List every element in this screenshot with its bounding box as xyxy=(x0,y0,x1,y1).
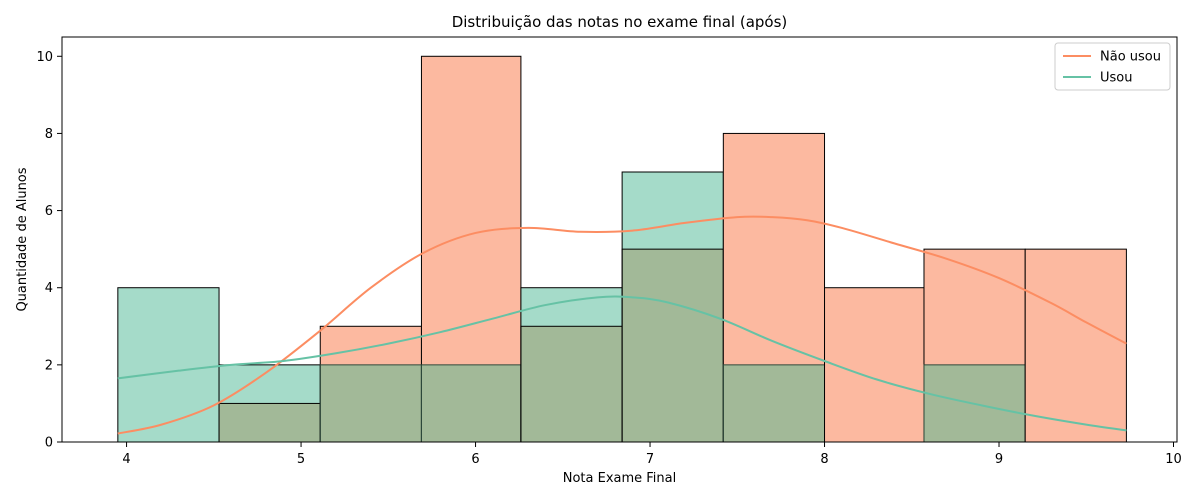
bar-top-7 xyxy=(824,287,924,442)
axes-layer: 4 5 6 7 8 9 10 0 2 4 6 8 10 xyxy=(36,36,1182,467)
bar-overlap-5 xyxy=(622,249,724,442)
x-tick-label-5: 9 xyxy=(995,452,1003,467)
bar-top-5 xyxy=(622,172,724,250)
y-tick-label-2: 4 xyxy=(45,281,53,296)
x-tick-label-4: 8 xyxy=(820,452,828,467)
y-tick-label-4: 8 xyxy=(45,127,53,142)
bar-overlap-6 xyxy=(723,364,825,442)
bar-overlap-2 xyxy=(320,364,422,442)
bar-overlap-4 xyxy=(520,326,623,442)
kde-layer xyxy=(117,215,1127,435)
bars-layer xyxy=(117,55,1127,443)
x-tick-label-3: 7 xyxy=(646,452,654,467)
bar-overlap-1 xyxy=(219,403,321,442)
x-tick-label-1: 5 xyxy=(297,452,305,467)
x-tick-label-6: 10 xyxy=(1165,452,1182,467)
y-tick-label-0: 0 xyxy=(45,436,53,451)
bar-top-0 xyxy=(117,287,220,442)
bar-top-9 xyxy=(1025,249,1127,442)
legend-label-nao-usou: Não usou xyxy=(1100,50,1161,65)
bar-top-3 xyxy=(421,56,521,365)
bar-overlap-3 xyxy=(421,364,521,442)
y-tick-label-5: 10 xyxy=(36,50,53,65)
legend: Não usou Usou xyxy=(1054,42,1171,91)
x-tick-label-0: 4 xyxy=(122,452,130,467)
chart-title: Distribuição das notas no exame final (a… xyxy=(452,13,788,31)
kde-line-nao-usou xyxy=(117,215,1127,435)
y-tick-label-3: 6 xyxy=(45,204,53,219)
kde-line-usou xyxy=(117,295,1127,432)
bar-top-8 xyxy=(923,249,1026,365)
bar-top-2 xyxy=(320,326,422,365)
y-axis-label: Quantidade de Alunos xyxy=(15,167,30,311)
x-tick-label-2: 6 xyxy=(471,452,479,467)
legend-box xyxy=(1054,42,1171,91)
y-tick-label-1: 2 xyxy=(45,358,53,373)
plot-frame xyxy=(61,36,1178,443)
x-axis-label: Nota Exame Final xyxy=(563,471,677,486)
bar-top-6 xyxy=(723,133,825,365)
legend-label-usou: Usou xyxy=(1100,71,1132,86)
